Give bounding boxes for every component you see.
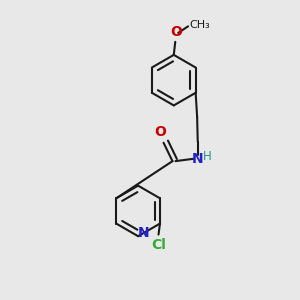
- Text: Cl: Cl: [151, 238, 166, 252]
- Text: N: N: [138, 226, 149, 240]
- Text: CH₃: CH₃: [190, 20, 211, 30]
- Text: O: O: [170, 26, 182, 39]
- Text: O: O: [154, 124, 166, 139]
- Text: N: N: [192, 152, 204, 166]
- Text: H: H: [203, 151, 212, 164]
